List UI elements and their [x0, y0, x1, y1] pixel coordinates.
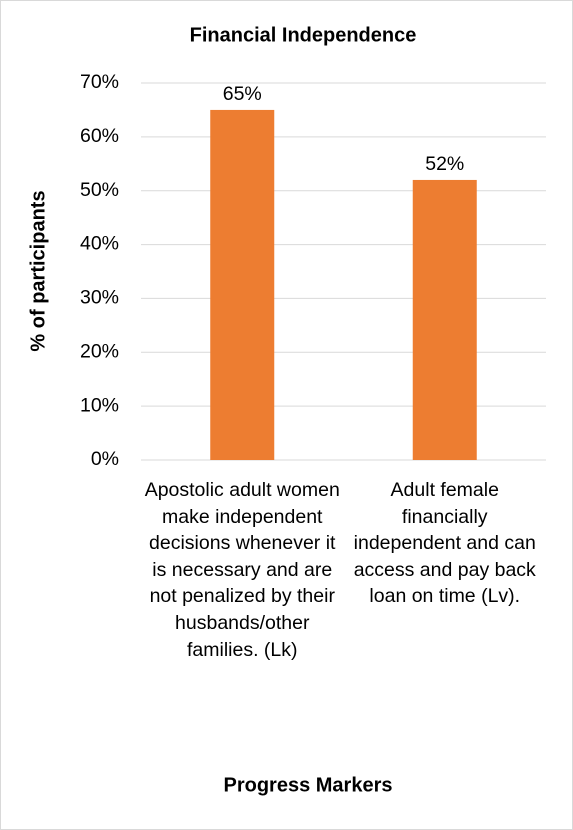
chart-title: Financial Independence: [190, 24, 417, 46]
y-tick-label: 0%: [91, 448, 119, 470]
bar: [412, 179, 477, 460]
x-tick-label: Adult female financially independent and…: [353, 479, 536, 608]
y-axis-label: % of participants: [27, 190, 49, 351]
x-tick-label: Apostolic adult women make independent d…: [144, 479, 340, 661]
y-tick-label: 40%: [80, 233, 119, 255]
y-tick-label: 70%: [80, 71, 119, 93]
y-tick-label: 60%: [80, 125, 119, 147]
bar: [210, 109, 275, 460]
y-tick-label: 10%: [80, 394, 119, 416]
data-label: 52%: [425, 153, 464, 175]
y-tick-label: 50%: [80, 179, 119, 201]
y-tick-label: 30%: [80, 287, 119, 309]
x-axis-label: Progress Markers: [224, 774, 393, 796]
y-tick-label: 20%: [80, 340, 119, 362]
data-label: 65%: [223, 83, 262, 105]
